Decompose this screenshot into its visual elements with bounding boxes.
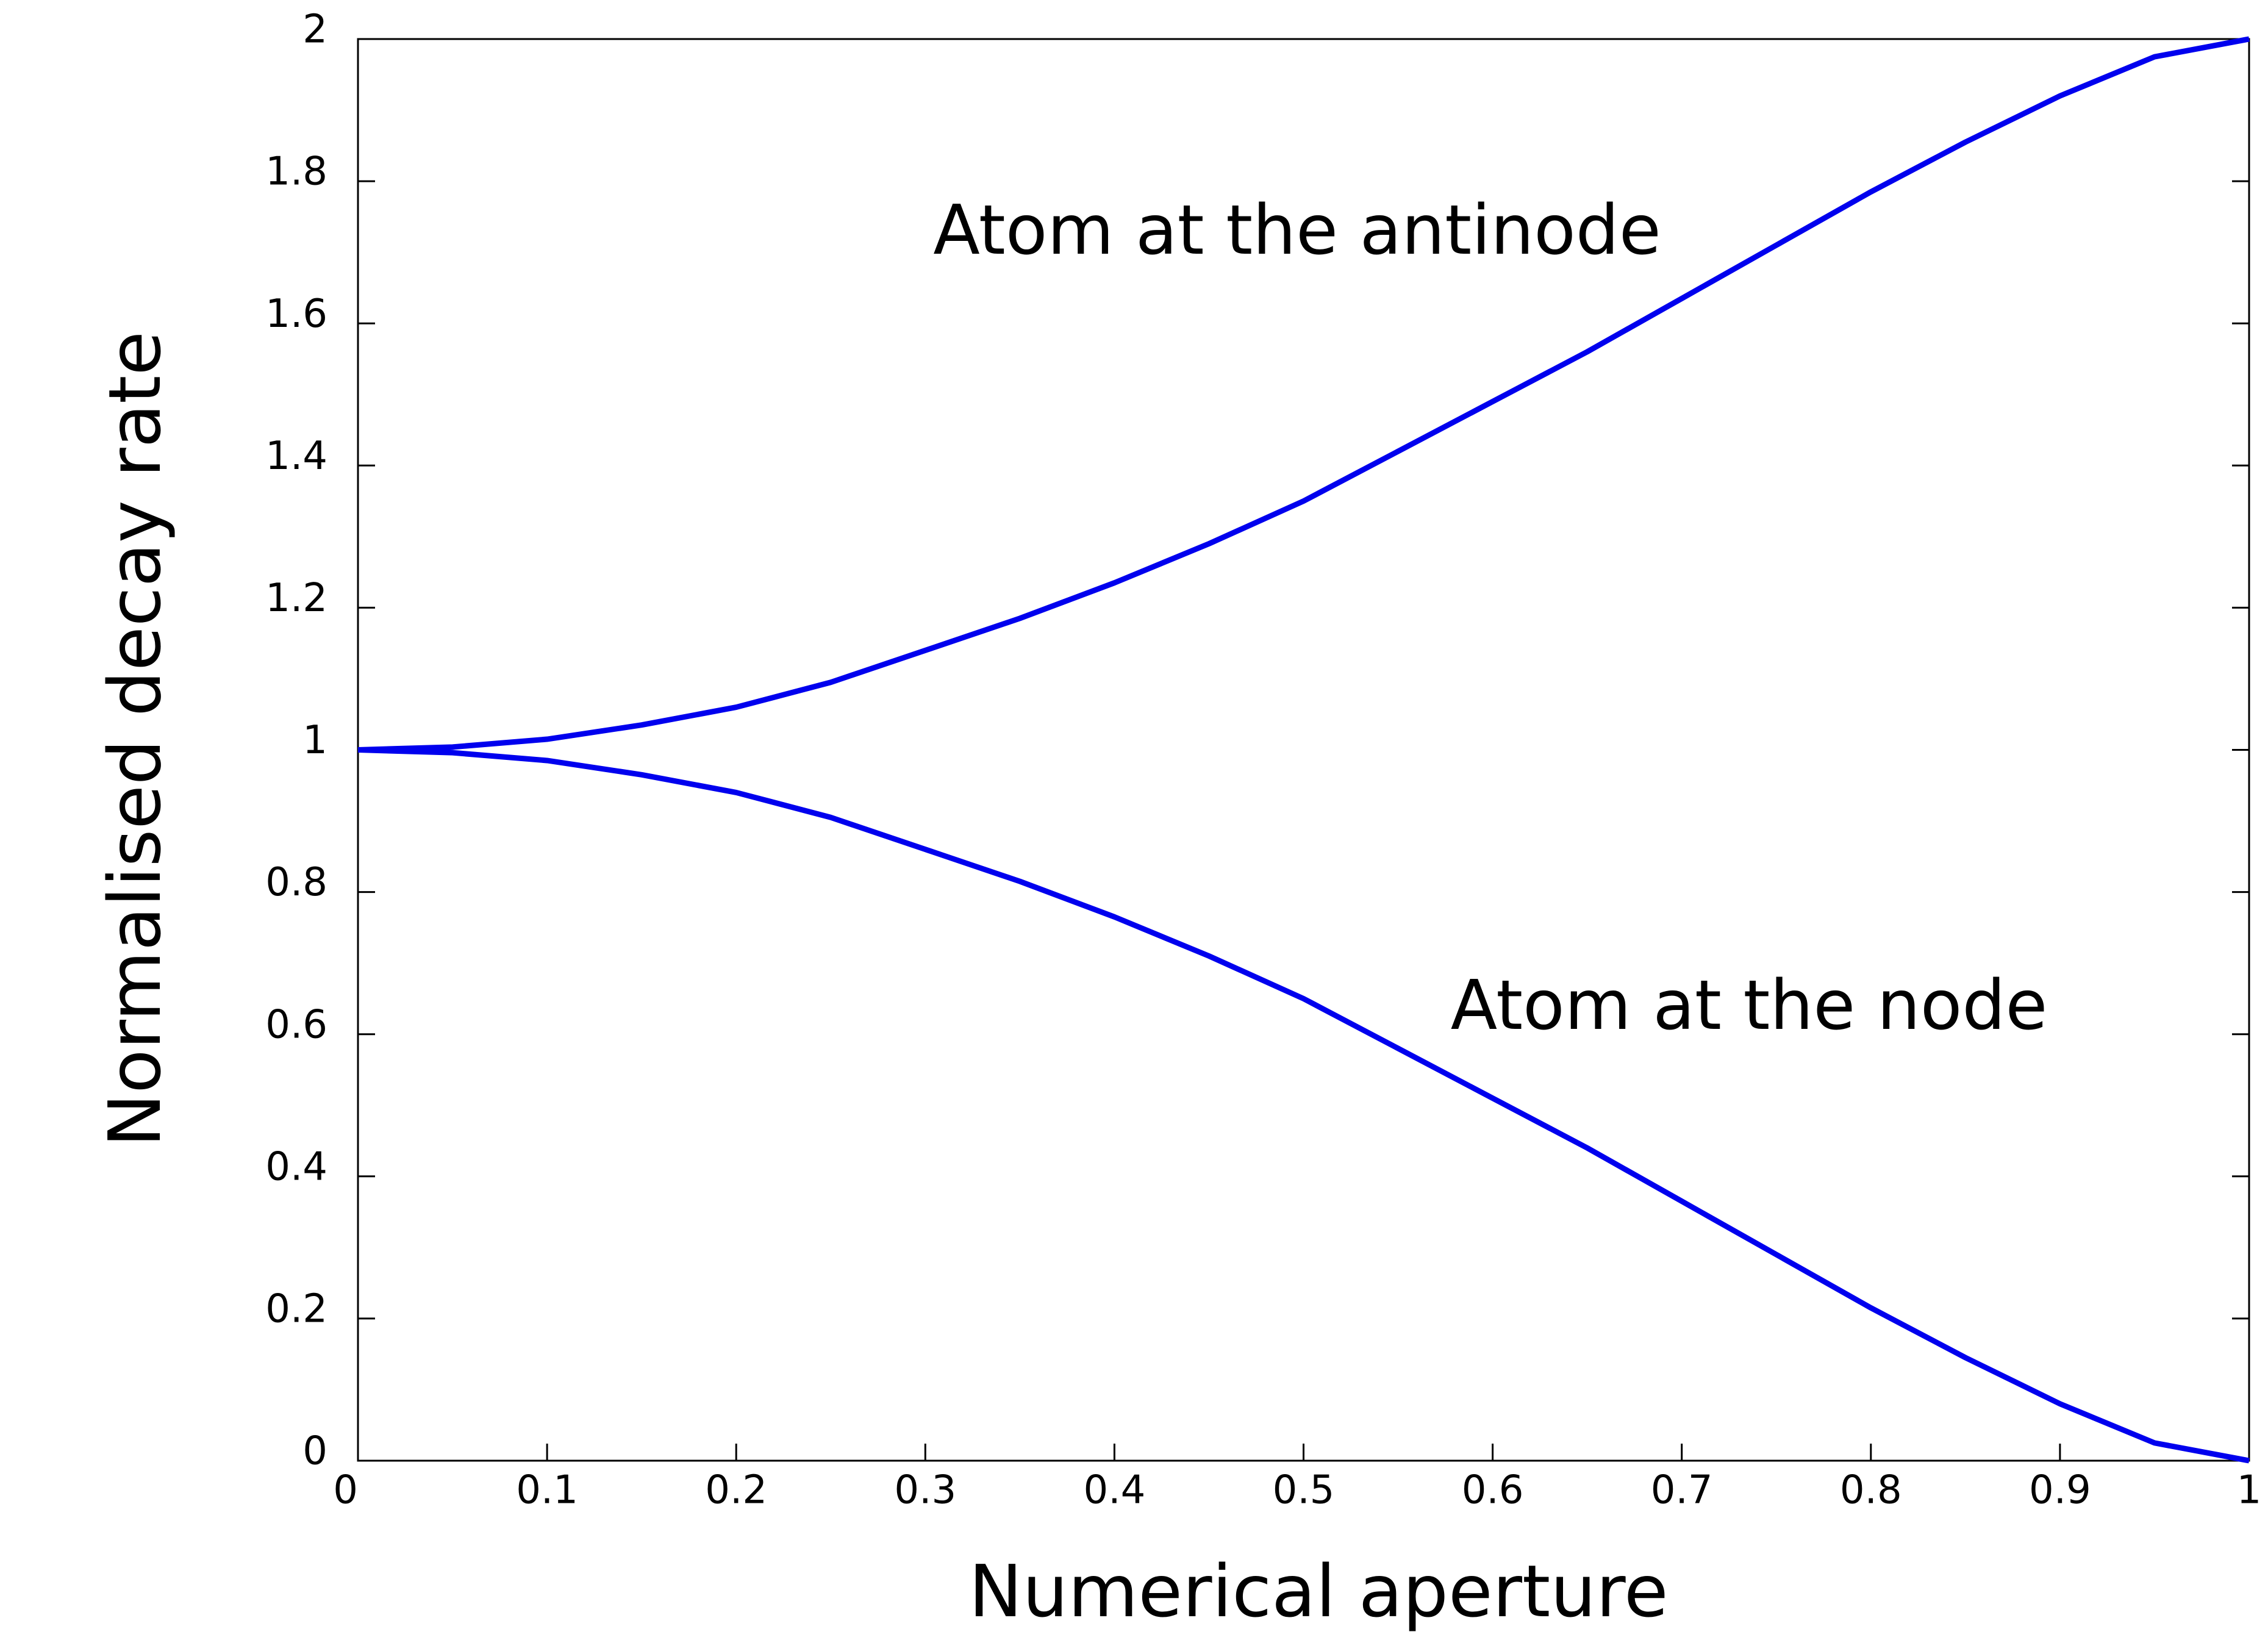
y-tick-label: 0.6	[265, 1002, 327, 1047]
y-axis-label: Normalised decay rate	[93, 331, 177, 1147]
series-line	[357, 747, 2250, 1464]
annotation: Atom at the antinode	[933, 191, 1661, 270]
x-tick-label: 0	[333, 1468, 358, 1513]
x-axis-label: Numerical aperture	[968, 1549, 1668, 1633]
y-tick-label: 1.2	[265, 576, 327, 621]
x-tick-label: 0.7	[1651, 1468, 1713, 1513]
y-tick-label: 2	[302, 7, 327, 52]
y-tick-label: 1.8	[265, 149, 327, 195]
x-tick-label: 0.8	[1840, 1468, 1902, 1513]
y-tick-label: 1.6	[265, 292, 327, 337]
y-tick-label: 0.2	[265, 1286, 327, 1331]
x-tick-label: 0.4	[1084, 1468, 1146, 1513]
x-tick-label: 0.2	[705, 1468, 767, 1513]
y-tick-label: 0	[302, 1429, 327, 1474]
y-tick-label: 1	[302, 718, 327, 763]
y-tick-label: 0.4	[265, 1144, 327, 1189]
x-tick-label: 0.9	[2029, 1468, 2091, 1513]
y-tick-label: 0.8	[265, 860, 327, 905]
series-line	[357, 36, 2250, 753]
x-tick-label: 0.3	[894, 1468, 956, 1513]
y-tick-label: 1.4	[265, 434, 327, 479]
x-tick-label: 0.1	[516, 1468, 578, 1513]
x-tick-label: 0.6	[1462, 1468, 1524, 1513]
x-tick-label: 0.5	[1273, 1468, 1335, 1513]
annotation: Atom at the node	[1451, 966, 2048, 1045]
x-tick-label: 1	[2237, 1468, 2262, 1513]
